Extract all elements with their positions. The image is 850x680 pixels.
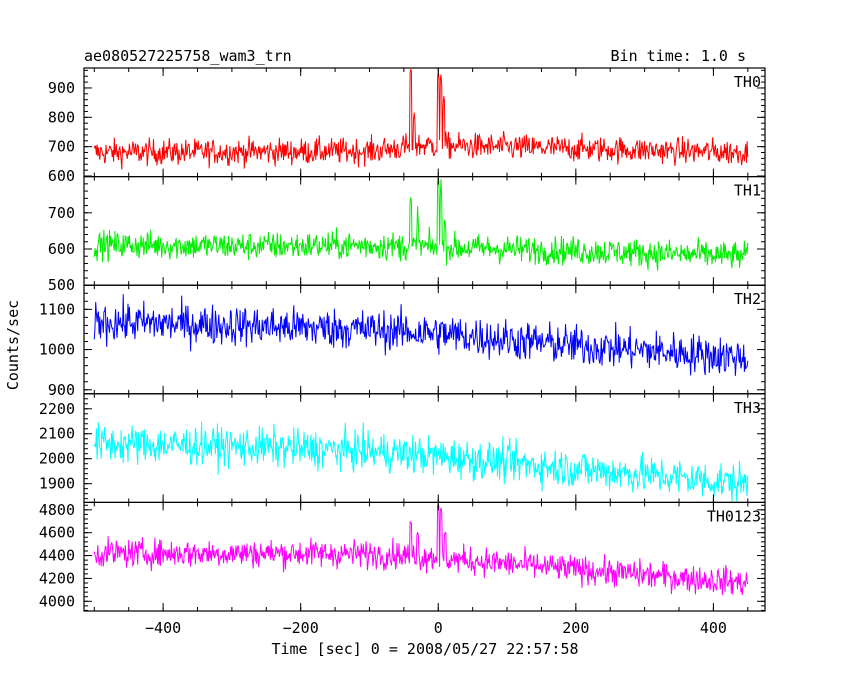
panel-th3: 1900 2000 2100 2200 TH3: [39, 393, 766, 503]
y-tick-label: 1900: [39, 475, 75, 493]
x-tick-label: 0: [434, 619, 443, 637]
y-tick-label: 800: [48, 108, 75, 126]
y-tick-label: 2200: [39, 400, 75, 418]
y-tick-label: 600: [48, 240, 75, 258]
y-tick-label: 1100: [39, 300, 75, 318]
series-line-th3: [93, 421, 749, 503]
chart-title: ae080527225758_wam3_trn: [84, 47, 292, 65]
panels-group: 600 700 800 900 TH0 500 600 700 TH1 900 1000 1100 TH…: [39, 67, 766, 612]
y-tick-label: 600: [48, 167, 75, 185]
y-tick-label: 900: [48, 79, 75, 97]
panel-label: TH0: [734, 73, 761, 91]
x-tick-label: 400: [700, 619, 727, 637]
panel-label: TH2: [734, 290, 761, 308]
y-tick-label: 1000: [39, 341, 75, 359]
x-tick-label: −400: [145, 619, 181, 637]
panel-label: TH3: [734, 399, 761, 417]
panel-th1: 500 600 700 TH1: [48, 176, 766, 294]
y-tick-label: 4600: [39, 524, 75, 542]
panel-th0: 600 700 800 900 TH0: [48, 67, 766, 185]
x-tick-label: −200: [283, 619, 319, 637]
y-tick-label: 4800: [39, 501, 75, 519]
y-tick-label: 2100: [39, 425, 75, 443]
x-axis-label: Time [sec] 0 = 2008/05/27 22:57:58: [271, 640, 578, 658]
panel-frame: [83, 501, 766, 612]
panel-frame: [83, 284, 766, 395]
series-line-th2: [93, 294, 749, 376]
y-tick-label: 4000: [39, 592, 75, 610]
x-tick-label: 200: [562, 619, 589, 637]
y-tick-label: 4400: [39, 547, 75, 565]
panel-label: TH1: [734, 182, 761, 200]
panel-label: TH0123: [707, 507, 761, 525]
y-tick-label: 4200: [39, 569, 75, 587]
y-axis-label: Counts/sec: [4, 300, 22, 390]
y-tick-label: 700: [48, 138, 75, 156]
y-tick-label: 700: [48, 204, 75, 222]
y-tick-label: 500: [48, 276, 75, 294]
bin-time-label: Bin time: 1.0 s: [611, 47, 746, 65]
series-line-th0: [93, 69, 749, 170]
y-tick-label: 2000: [39, 450, 75, 468]
series-line-th0123: [93, 503, 749, 596]
panel-th0123: 4000 4200 4400 4600 4800 TH0123: [39, 501, 766, 612]
series-line-th1: [93, 178, 749, 271]
panel-th2: 900 1000 1100 TH2: [39, 284, 766, 399]
panel-frame: [83, 176, 766, 286]
y-tick-label: 900: [48, 381, 75, 399]
x-axis-ticks: −400 −200 0 200 400: [145, 619, 727, 637]
